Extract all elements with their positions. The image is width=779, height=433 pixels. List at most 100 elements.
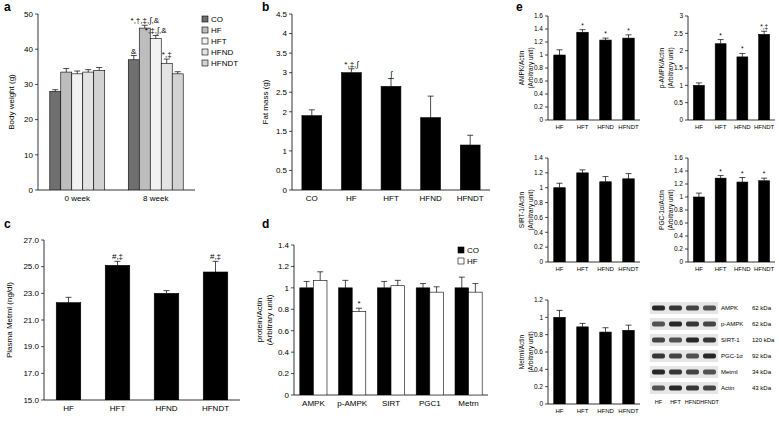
blot-strip [650,334,718,346]
blot-row-label: SIRT-1 [721,337,740,343]
y-tick [289,170,292,171]
y-tick [35,49,38,50]
y-tick [545,187,548,188]
y-tick [545,55,548,56]
y-tick-label: 0 [285,391,290,400]
error-bar [428,96,434,118]
x-tick-label: HFT [577,266,589,272]
blot-strip [650,318,718,330]
y-tick [685,102,688,103]
y-tick-label: 0.6 [534,77,543,84]
y-tick-label: 0.8 [534,331,543,338]
y-tick-label: 1.2 [278,262,290,271]
x-tick-label: HFT [110,404,126,413]
y-tick-label: 1.4 [534,154,543,161]
x-tick-label: HFND [734,266,751,272]
x-tick-label: HFT [577,408,589,414]
error-bar [395,280,401,285]
panel: a01020304050Body weight (g)&*,†,‡,∫,&*,‡… [4,0,238,203]
blot-band [669,306,682,311]
y-tick-label: 4.5 [276,10,288,19]
legend-label: HF [211,26,222,35]
y-tick-label: 0.2 [674,245,683,252]
legend-label: HF [467,257,478,266]
y-tick-label: 1.2 [534,169,543,176]
bar [577,327,589,404]
y-tick [41,373,44,374]
error-bar [434,287,440,292]
y-axis [688,158,689,262]
x-tick-label: HFT [577,124,589,130]
error-bar [580,323,586,326]
bar [377,288,391,395]
legend-label: CO [211,15,223,24]
y-tick [289,150,292,151]
y-tick [685,210,688,211]
y-tick-label: 0.6 [534,348,543,355]
y-tick [545,172,548,173]
y-tick [41,266,44,267]
bar [203,272,228,400]
x-tick-label: 0 week [65,194,91,203]
x-tick-label: HFNDT [754,124,775,130]
y-tick [35,154,38,155]
y-tick [545,42,548,43]
y-tick-label: 1.4 [674,167,683,174]
error-bar [348,69,354,73]
bar [759,181,770,262]
y-tick-label: 0 [539,116,543,123]
y-tick-label: 1 [285,284,290,293]
y-axis [44,240,45,400]
error-bar [718,40,724,44]
error-bar [96,68,102,71]
error-bar [66,297,72,302]
error-bar [761,178,767,181]
panel: 00.511.522.53p-AMPK/Actin(Arbitrary unit… [658,12,775,130]
panel-letter: c [4,217,11,231]
legend: COHF [458,246,479,266]
y-tick-label: 21.0 [23,316,39,325]
bar [600,40,612,120]
y-tick [685,68,688,69]
y-tick-label: 20 [24,115,33,124]
y-tick [291,287,294,288]
y-tick-label: 1.2 [534,38,543,45]
annotations: &*,†,‡,∫,&*,‡,∫,&*,‡ [131,16,172,59]
x-tick-label: HFNDT [202,404,229,413]
annotations: *,‡,∫∫ [344,60,393,79]
blot-row-label: Metrnl [721,369,738,375]
y-tick [545,300,548,301]
blot-band [703,338,716,343]
y-tick-label: 30 [24,80,33,89]
error-bar [603,177,609,182]
y-tick-label: 2.5 [276,88,288,97]
y-axis-title: protein/Actin [255,298,264,342]
y-tick [289,14,292,15]
bars [554,30,635,120]
y-axis [38,14,39,190]
y-tick [35,84,38,85]
significance-mark: *,‡,∫ [344,60,359,69]
legend-swatch [202,49,208,55]
error-bar [580,170,586,173]
legend-swatch [458,258,464,264]
blot-band [669,370,682,375]
x-tick-label: HF [695,124,703,130]
y-tick-label: 1 [283,147,288,156]
y-tick-label: 0.2 [534,243,543,250]
y-axis-title: AMPK/Actin [518,50,525,85]
bar [302,116,322,190]
significance-mark: #,‡ [210,252,221,261]
y-tick-label: 3 [283,68,288,77]
blot-band [703,370,716,375]
x-tick-label: p-AMPK [337,399,367,408]
error-bar [304,281,310,287]
y-tick [545,29,548,30]
bars [50,25,183,190]
x-tick-label: HFNDT [618,124,639,130]
error-bar [626,174,632,179]
y-tick [685,262,688,263]
y-tick-label: 0.4 [534,90,543,97]
error-bar [557,183,563,187]
y-tick-label: 2 [679,47,683,54]
